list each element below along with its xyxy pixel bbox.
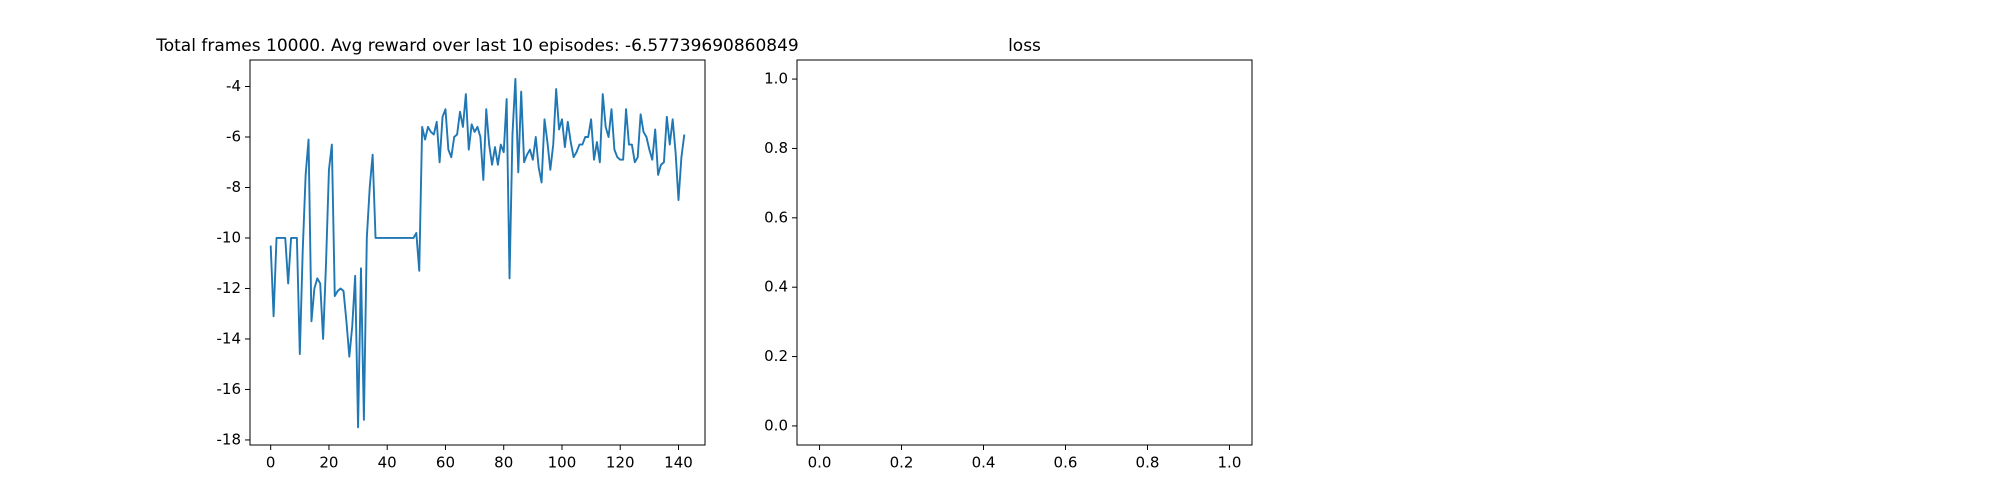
chart-title: Total frames 10000. Avg reward over last… <box>155 36 799 56</box>
y-tick-label: -18 <box>217 430 242 448</box>
y-tick-label: 0.8 <box>764 139 788 157</box>
x-tick-label: 20 <box>319 454 338 472</box>
x-tick-label: 40 <box>378 454 397 472</box>
data-line <box>269 77 686 429</box>
x-tick-label: 0.6 <box>1054 454 1078 472</box>
chart-title: loss <box>1008 36 1041 56</box>
y-tick-label: -16 <box>217 380 242 398</box>
y-tick-label: -6 <box>226 128 241 146</box>
y-tick-label: -10 <box>217 228 242 246</box>
x-tick-label: 100 <box>548 454 577 472</box>
y-tick-label: -12 <box>217 279 242 297</box>
axes-frame <box>796 59 1253 446</box>
y-tick-label: 0.0 <box>764 416 788 434</box>
x-tick-label: 1.0 <box>1218 454 1242 472</box>
x-tick-label: 0 <box>266 454 276 472</box>
y-tick-label: 1.0 <box>764 70 788 88</box>
y-tick-label: 0.4 <box>764 278 788 296</box>
x-tick-label: 0.8 <box>1136 454 1160 472</box>
y-tick-label: 0.2 <box>764 347 788 365</box>
x-tick-label: 80 <box>494 454 513 472</box>
x-tick-label: 120 <box>606 454 635 472</box>
x-tick-label: 0.0 <box>808 454 832 472</box>
y-tick-label: 0.6 <box>764 208 788 226</box>
axes-frame <box>249 59 706 446</box>
y-tick-label: -4 <box>226 77 241 95</box>
x-tick-label: 0.2 <box>890 454 914 472</box>
x-tick-label: 60 <box>436 454 455 472</box>
y-tick-label: -14 <box>217 329 242 347</box>
x-tick-label: 0.4 <box>972 454 996 472</box>
y-tick-label: -8 <box>226 178 241 196</box>
x-tick-label: 140 <box>664 454 693 472</box>
